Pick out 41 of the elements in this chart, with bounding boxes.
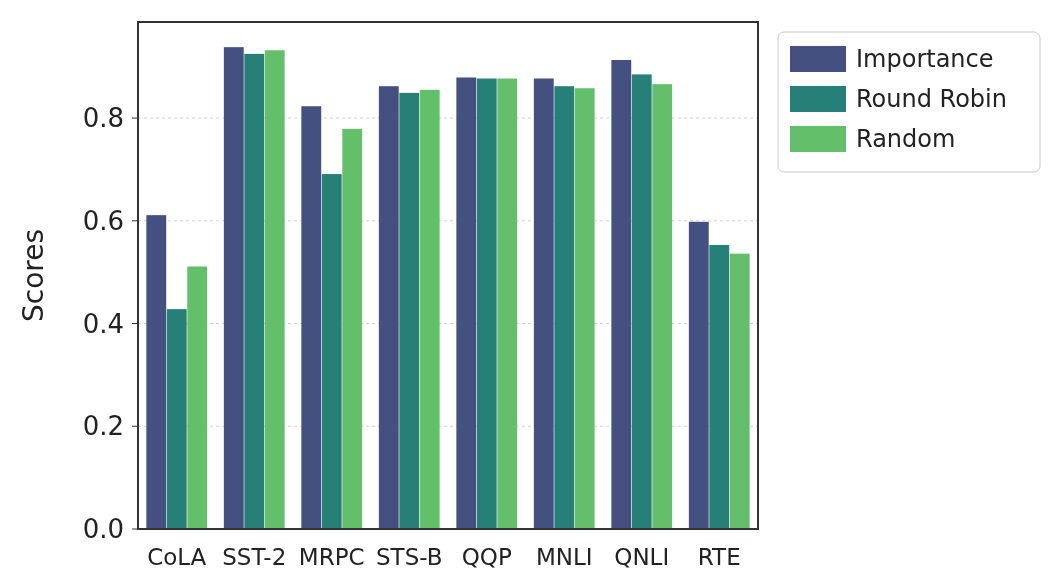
bar (476, 78, 497, 529)
x-tick-label: MNLI (535, 544, 593, 570)
x-tick-label: STS-B (375, 544, 443, 570)
bar (146, 215, 167, 529)
bar (611, 60, 632, 529)
bar (244, 53, 265, 529)
bar (729, 253, 750, 529)
legend-label: Round Robin (856, 85, 1007, 114)
y-axis-title: Scores (17, 228, 50, 323)
x-tick-label: MRPC (298, 544, 365, 570)
bar (187, 266, 208, 529)
bar (166, 309, 187, 529)
bar (533, 78, 554, 529)
x-tick-label: QNLI (614, 544, 670, 570)
bar (574, 88, 595, 529)
bar (223, 47, 244, 529)
bar (264, 50, 285, 529)
bar (301, 106, 322, 529)
bar (399, 92, 420, 529)
y-tick-label: 0.0 (82, 514, 124, 545)
bar (709, 244, 730, 529)
bar (456, 77, 477, 529)
x-tick-label: SST-2 (222, 544, 287, 570)
bar (342, 128, 363, 529)
bar (497, 78, 518, 529)
bar (378, 86, 399, 529)
x-tick-label: RTE (697, 544, 741, 570)
bar (554, 86, 575, 529)
y-tick-label: 0.4 (82, 308, 124, 339)
y-tick-label: 0.6 (82, 205, 124, 236)
bar (688, 221, 709, 529)
y-tick-label: 0.2 (82, 411, 124, 442)
legend-label: Importance (856, 45, 994, 74)
bar (652, 84, 673, 529)
x-tick-label: CoLA (147, 544, 207, 570)
bar (321, 174, 342, 529)
legend-label: Random (856, 125, 956, 154)
bar (419, 89, 440, 529)
bar (631, 74, 652, 529)
y-tick-label: 0.8 (82, 103, 124, 134)
x-tick-label: QQP (461, 544, 512, 570)
